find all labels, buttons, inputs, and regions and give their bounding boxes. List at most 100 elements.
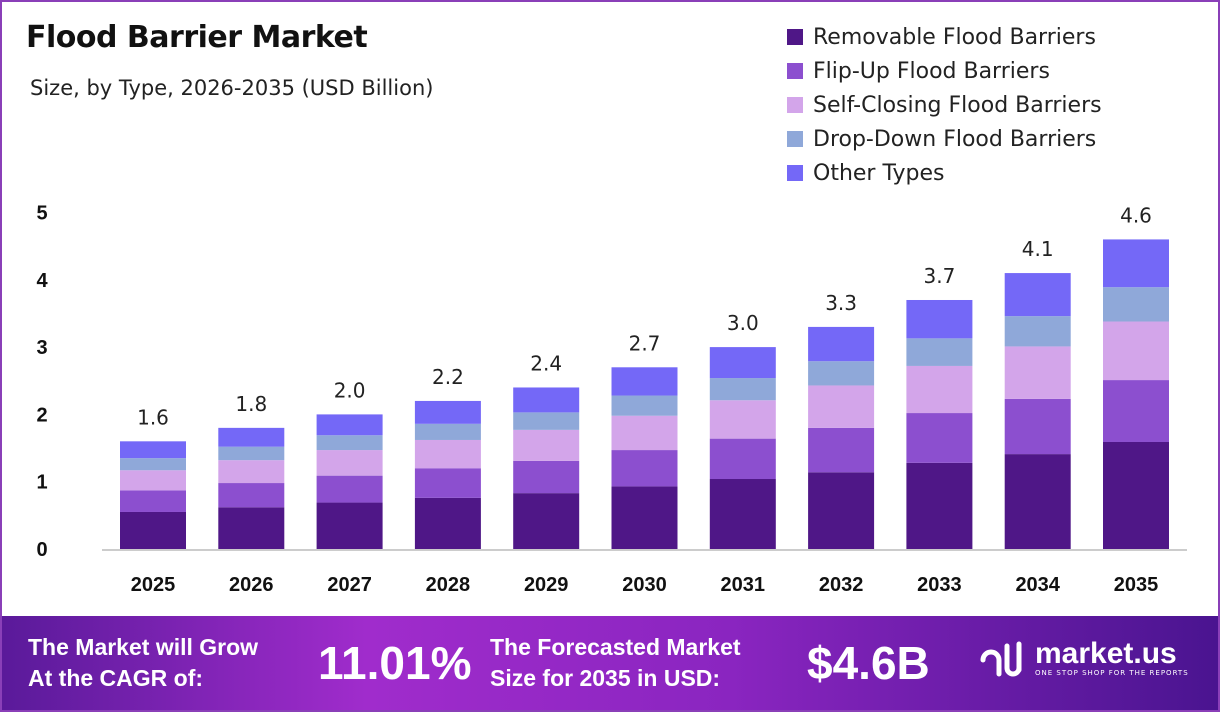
legend-swatch xyxy=(787,97,803,113)
legend-item: Flip-Up Flood Barriers xyxy=(787,54,1102,88)
x-tick-label: 2028 xyxy=(426,574,471,596)
legend-swatch xyxy=(787,29,803,45)
legend-label: Self-Closing Flood Barriers xyxy=(813,92,1102,118)
market-us-logo: market.us ONE STOP SHOP FOR THE REPORTS xyxy=(977,636,1189,680)
bar-segment xyxy=(611,395,678,416)
bar-segment xyxy=(1004,454,1071,549)
bar-segment xyxy=(316,502,383,549)
bar-segment xyxy=(1004,316,1071,347)
bar-segment xyxy=(611,415,678,451)
x-tick-label: 2032 xyxy=(819,574,864,596)
bar-segment xyxy=(414,439,481,469)
x-tick-label: 2030 xyxy=(622,574,667,596)
total-label: 2.4 xyxy=(530,351,562,375)
legend-item: Drop-Down Flood Barriers xyxy=(787,122,1102,156)
total-label: 3.0 xyxy=(727,311,759,335)
legend-item: Removable Flood Barriers xyxy=(787,20,1102,54)
bar-segment xyxy=(808,385,875,428)
bar-segment xyxy=(709,400,776,439)
legend-label: Other Types xyxy=(813,160,945,186)
chart-title: Flood Barrier Market xyxy=(26,20,368,55)
chart-subtitle: Size, by Type, 2026-2035 (USD Billion) xyxy=(30,76,434,100)
bar-segment xyxy=(513,412,580,430)
bar-segment xyxy=(218,446,285,461)
bar-segment xyxy=(611,486,678,549)
y-tick-label: 2 xyxy=(36,404,47,426)
bar-segment xyxy=(611,367,678,396)
bar-segment xyxy=(414,497,481,549)
bar-segment xyxy=(316,435,383,451)
total-label: 1.8 xyxy=(235,392,267,416)
bar-segment xyxy=(120,511,186,549)
total-label: 2.7 xyxy=(629,331,661,355)
legend-swatch xyxy=(787,165,803,181)
total-label: 4.1 xyxy=(1022,237,1054,261)
bar-segment xyxy=(316,414,383,436)
total-label: 2.0 xyxy=(334,378,366,402)
footer-banner: The Market will Grow At the CAGR of: 11.… xyxy=(2,616,1218,710)
legend: Removable Flood Barriers Flip-Up Flood Ba… xyxy=(787,20,1102,190)
x-tick-label: 2029 xyxy=(524,574,569,596)
bar-segment xyxy=(1103,321,1169,381)
bar-segment xyxy=(611,450,678,487)
bar-segment xyxy=(1103,441,1169,549)
bar-segment xyxy=(120,470,186,491)
bar-segment xyxy=(808,326,875,362)
stacked-bar-chart: 0 1 2 3 4 5 1.6 2025 1.8 2026 2.0 2027 2.2 2028 2.4 202… xyxy=(36,203,1187,596)
x-tick-label: 2034 xyxy=(1015,574,1060,596)
bar-segment xyxy=(414,400,481,424)
bar-segment xyxy=(414,468,481,498)
bar-segment xyxy=(513,429,580,461)
bar-segment xyxy=(120,458,186,471)
bar-segment xyxy=(709,438,776,480)
total-label: 4.6 xyxy=(1120,203,1152,227)
total-label: 3.3 xyxy=(825,291,857,315)
bar-segment xyxy=(1004,346,1071,399)
bar-segment xyxy=(906,413,973,463)
bar-segment xyxy=(906,365,973,414)
bar-segment xyxy=(1004,273,1071,317)
y-tick-label: 1 xyxy=(36,472,47,494)
cagr-value: 11.01% xyxy=(318,637,472,689)
logo-icon xyxy=(980,641,1022,677)
legend-swatch xyxy=(787,131,803,147)
x-tick-label: 2031 xyxy=(721,574,766,596)
bar-segment xyxy=(120,490,186,512)
bar-segment xyxy=(513,387,580,413)
bar-segment xyxy=(316,450,383,476)
bar-segment xyxy=(808,472,875,549)
legend-item: Self-Closing Flood Barriers xyxy=(787,88,1102,122)
bar-segment xyxy=(709,479,776,549)
legend-label: Drop-Down Flood Barriers xyxy=(813,126,1097,152)
bar-segment xyxy=(218,507,285,549)
legend-item: Other Types xyxy=(787,156,1102,190)
bar-segment xyxy=(1103,239,1169,288)
legend-swatch xyxy=(787,63,803,79)
bar-segment xyxy=(709,378,776,401)
x-tick-label: 2025 xyxy=(131,574,176,596)
bar-segment xyxy=(906,299,973,339)
x-tick-label: 2035 xyxy=(1114,574,1159,596)
bar-segment xyxy=(218,460,285,484)
bar-segment xyxy=(808,361,875,386)
x-tick-label: 2026 xyxy=(229,574,274,596)
bar-segment xyxy=(709,347,776,379)
total-label: 3.7 xyxy=(923,264,955,288)
y-tick-label: 0 xyxy=(36,539,47,561)
size-label-line2: Size for 2035 in USD: xyxy=(490,665,721,691)
bar-segment xyxy=(414,423,481,440)
bar-segment xyxy=(120,441,186,459)
bar-segment xyxy=(218,427,285,447)
y-tick-label: 3 xyxy=(36,337,47,359)
x-tick-label: 2033 xyxy=(917,574,962,596)
bar-segment xyxy=(906,338,973,366)
bar-segment xyxy=(1103,287,1169,322)
bar-segment xyxy=(316,475,383,503)
y-tick-label: 4 xyxy=(36,270,48,292)
total-label: 1.6 xyxy=(137,405,169,429)
bar-segment xyxy=(513,493,580,549)
total-label: 2.2 xyxy=(432,365,464,389)
size-label-line1: The Forecasted Market xyxy=(490,634,741,660)
x-tick-label: 2027 xyxy=(327,574,372,596)
